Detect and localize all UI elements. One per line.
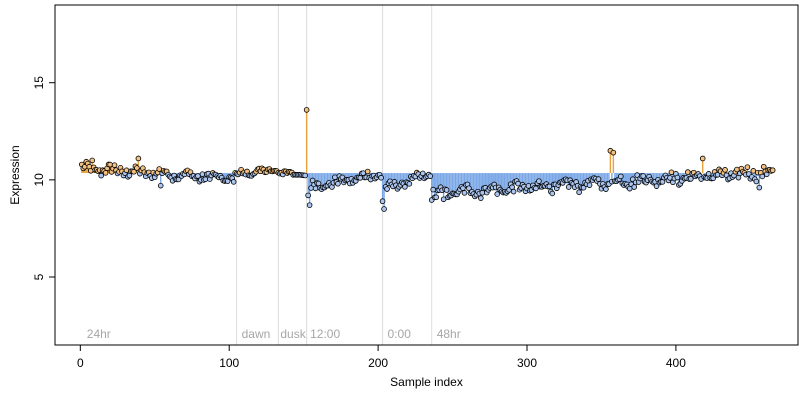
y-tick-label: 10 — [32, 173, 46, 187]
data-point — [111, 162, 118, 168]
data-point — [306, 202, 313, 208]
data-point — [667, 175, 673, 181]
data-point — [134, 165, 140, 171]
data-point — [631, 184, 638, 190]
data-point — [760, 163, 767, 170]
y-tick-label: 15 — [32, 76, 46, 90]
data-point — [525, 183, 532, 189]
data-point — [312, 185, 319, 192]
data-point — [653, 183, 660, 189]
data-points — [79, 107, 776, 212]
data-point — [440, 196, 447, 203]
data-point — [744, 164, 751, 170]
data-point — [406, 181, 413, 187]
data-point — [379, 198, 386, 205]
data-point — [419, 170, 426, 177]
data-point — [461, 190, 468, 196]
x-axis-title: Sample index — [390, 375, 463, 389]
y-axis-title: Expression — [8, 145, 22, 204]
annotation-label: 48hr — [437, 327, 461, 341]
data-point — [687, 176, 694, 182]
y-tick-label: 5 — [32, 273, 46, 280]
annotation-label: dawn — [242, 327, 271, 341]
data-point — [364, 168, 371, 175]
data-point — [381, 206, 387, 212]
x-tick-label: 100 — [219, 356, 239, 370]
annotation-label: 0:00 — [388, 327, 412, 341]
data-point — [580, 184, 587, 191]
data-point — [102, 170, 109, 176]
data-point — [769, 167, 776, 174]
data-point — [157, 182, 164, 189]
data-point — [753, 178, 760, 185]
data-point — [756, 184, 763, 191]
data-point — [430, 186, 437, 193]
data-point — [98, 172, 104, 179]
data-point — [510, 188, 517, 195]
data-point — [335, 180, 341, 187]
data-point — [722, 167, 728, 173]
x-tick-label: 300 — [517, 356, 537, 370]
data-point — [603, 186, 609, 192]
data-point — [610, 149, 617, 156]
data-point — [433, 194, 439, 201]
annotation-label: 24hr — [87, 327, 111, 341]
data-point — [131, 168, 137, 175]
data-point — [427, 173, 434, 179]
x-tick-label: 200 — [368, 356, 388, 370]
y-axis: 5 10 15 — [32, 76, 55, 280]
data-point — [466, 185, 472, 192]
data-point — [595, 176, 602, 182]
x-tick-label: 0 — [77, 356, 84, 370]
data-point — [576, 189, 582, 196]
data-point — [123, 167, 130, 174]
data-point — [135, 155, 142, 162]
data-point — [699, 155, 706, 162]
data-point — [378, 174, 384, 181]
data-point — [494, 191, 501, 197]
data-point — [443, 187, 450, 193]
data-point — [536, 178, 542, 184]
annotation-label: 12:00 — [310, 327, 340, 341]
data-point — [384, 186, 390, 192]
stem-lines — [81, 109, 774, 209]
data-point — [640, 173, 646, 179]
data-point — [230, 179, 237, 185]
x-tick-label: 400 — [666, 356, 686, 370]
data-point — [515, 180, 521, 187]
x-axis: 0 100 200 300 400 — [77, 345, 686, 370]
annotation-label: dusk — [280, 327, 306, 341]
data-point — [478, 195, 484, 201]
data-point — [89, 157, 96, 164]
data-point — [303, 107, 310, 113]
data-point — [332, 174, 338, 181]
data-point — [302, 172, 308, 179]
plot-frame — [54, 4, 799, 346]
data-point — [565, 184, 572, 190]
data-point — [305, 192, 311, 199]
annotation-labels: 24hr dawn dusk 12:00 0:00 48hr — [87, 327, 461, 341]
data-point — [586, 182, 593, 188]
data-point — [618, 173, 624, 180]
data-point — [674, 174, 681, 181]
data-point — [549, 190, 556, 197]
data-point — [546, 183, 553, 190]
data-point — [759, 173, 766, 180]
